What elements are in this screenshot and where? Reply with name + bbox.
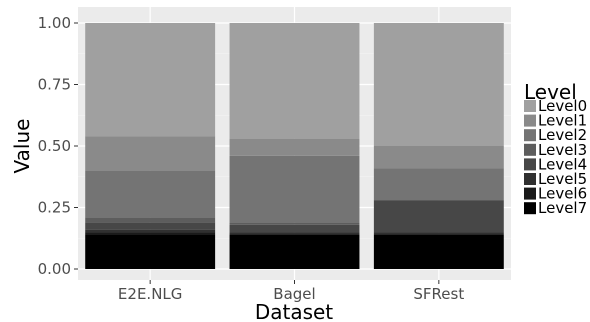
legend-label-level5: Level5	[538, 170, 587, 188]
bar-segment-level7-bagel	[229, 234, 360, 269]
bars	[85, 23, 504, 269]
bar-segment-level4-bagel	[229, 224, 360, 233]
y-tick-label: 0.25	[38, 199, 71, 217]
legend-label-level3: Level3	[538, 141, 587, 159]
legend-key-level0	[524, 100, 536, 112]
bar-segment-level1-e2e-nlg	[85, 136, 216, 171]
y-tick-label: 0.00	[38, 260, 71, 278]
legend-key-level2	[524, 129, 536, 142]
x-tick-label: Bagel	[273, 285, 315, 303]
bar-segment-level3-e2e-nlg	[85, 217, 216, 223]
legend-label-level2: Level2	[538, 126, 587, 144]
x-axis-title: Dataset	[255, 300, 333, 322]
bar-segment-level7-sfrest	[373, 234, 504, 269]
bar-segment-level5-e2e-nlg	[85, 229, 216, 233]
x-axis: E2E.NLG Bagel SFRest	[118, 280, 464, 303]
x-tick-label: SFRest	[413, 285, 464, 303]
y-axis-title: Value	[10, 119, 34, 174]
y-tick-label: 1.00	[38, 14, 71, 32]
legend-label-level6: Level6	[538, 185, 587, 203]
legend-key-level6	[524, 187, 536, 200]
legend-key-level7	[524, 202, 536, 215]
legend-label-level0: Level0	[538, 97, 587, 115]
y-tick-label: 0.75	[38, 76, 71, 94]
legend-key-level3	[524, 143, 536, 156]
bar-segment-level7-e2e-nlg	[85, 234, 216, 269]
legend-key-level1	[524, 114, 536, 127]
bar-segment-level6-e2e-nlg	[85, 232, 216, 235]
y-axis: 0.00 0.25 0.50 0.75 1.00	[38, 14, 78, 278]
y-tick-label: 0.50	[38, 137, 71, 155]
legend: Level Level0Level1Level2Level3Level4Leve…	[524, 80, 587, 217]
bar-segment-level0-bagel	[229, 23, 360, 139]
bar-segment-level2-sfrest	[373, 168, 504, 201]
bar-segment-level4-sfrest	[373, 200, 504, 233]
bar-segment-level2-bagel	[229, 155, 360, 223]
bar-segment-level1-bagel	[229, 138, 360, 156]
bar-segment-level5-sfrest	[373, 232, 504, 235]
bar-segment-level4-e2e-nlg	[85, 222, 216, 230]
bar-segment-level2-e2e-nlg	[85, 170, 216, 218]
legend-key-level5	[524, 173, 536, 185]
x-tick-label: E2E.NLG	[118, 285, 182, 303]
bar-segment-level0-e2e-nlg	[85, 23, 216, 137]
bar-segment-level3-bagel	[229, 222, 360, 225]
bar-segment-level1-sfrest	[373, 146, 504, 169]
legend-key-level4	[524, 158, 536, 171]
legend-label-level7: Level7	[538, 199, 587, 217]
legend-label-level4: Level4	[538, 155, 587, 173]
bar-segment-level5-bagel	[229, 232, 360, 235]
bar-segment-level0-sfrest	[373, 23, 504, 146]
legend-label-level1: Level1	[538, 112, 587, 130]
